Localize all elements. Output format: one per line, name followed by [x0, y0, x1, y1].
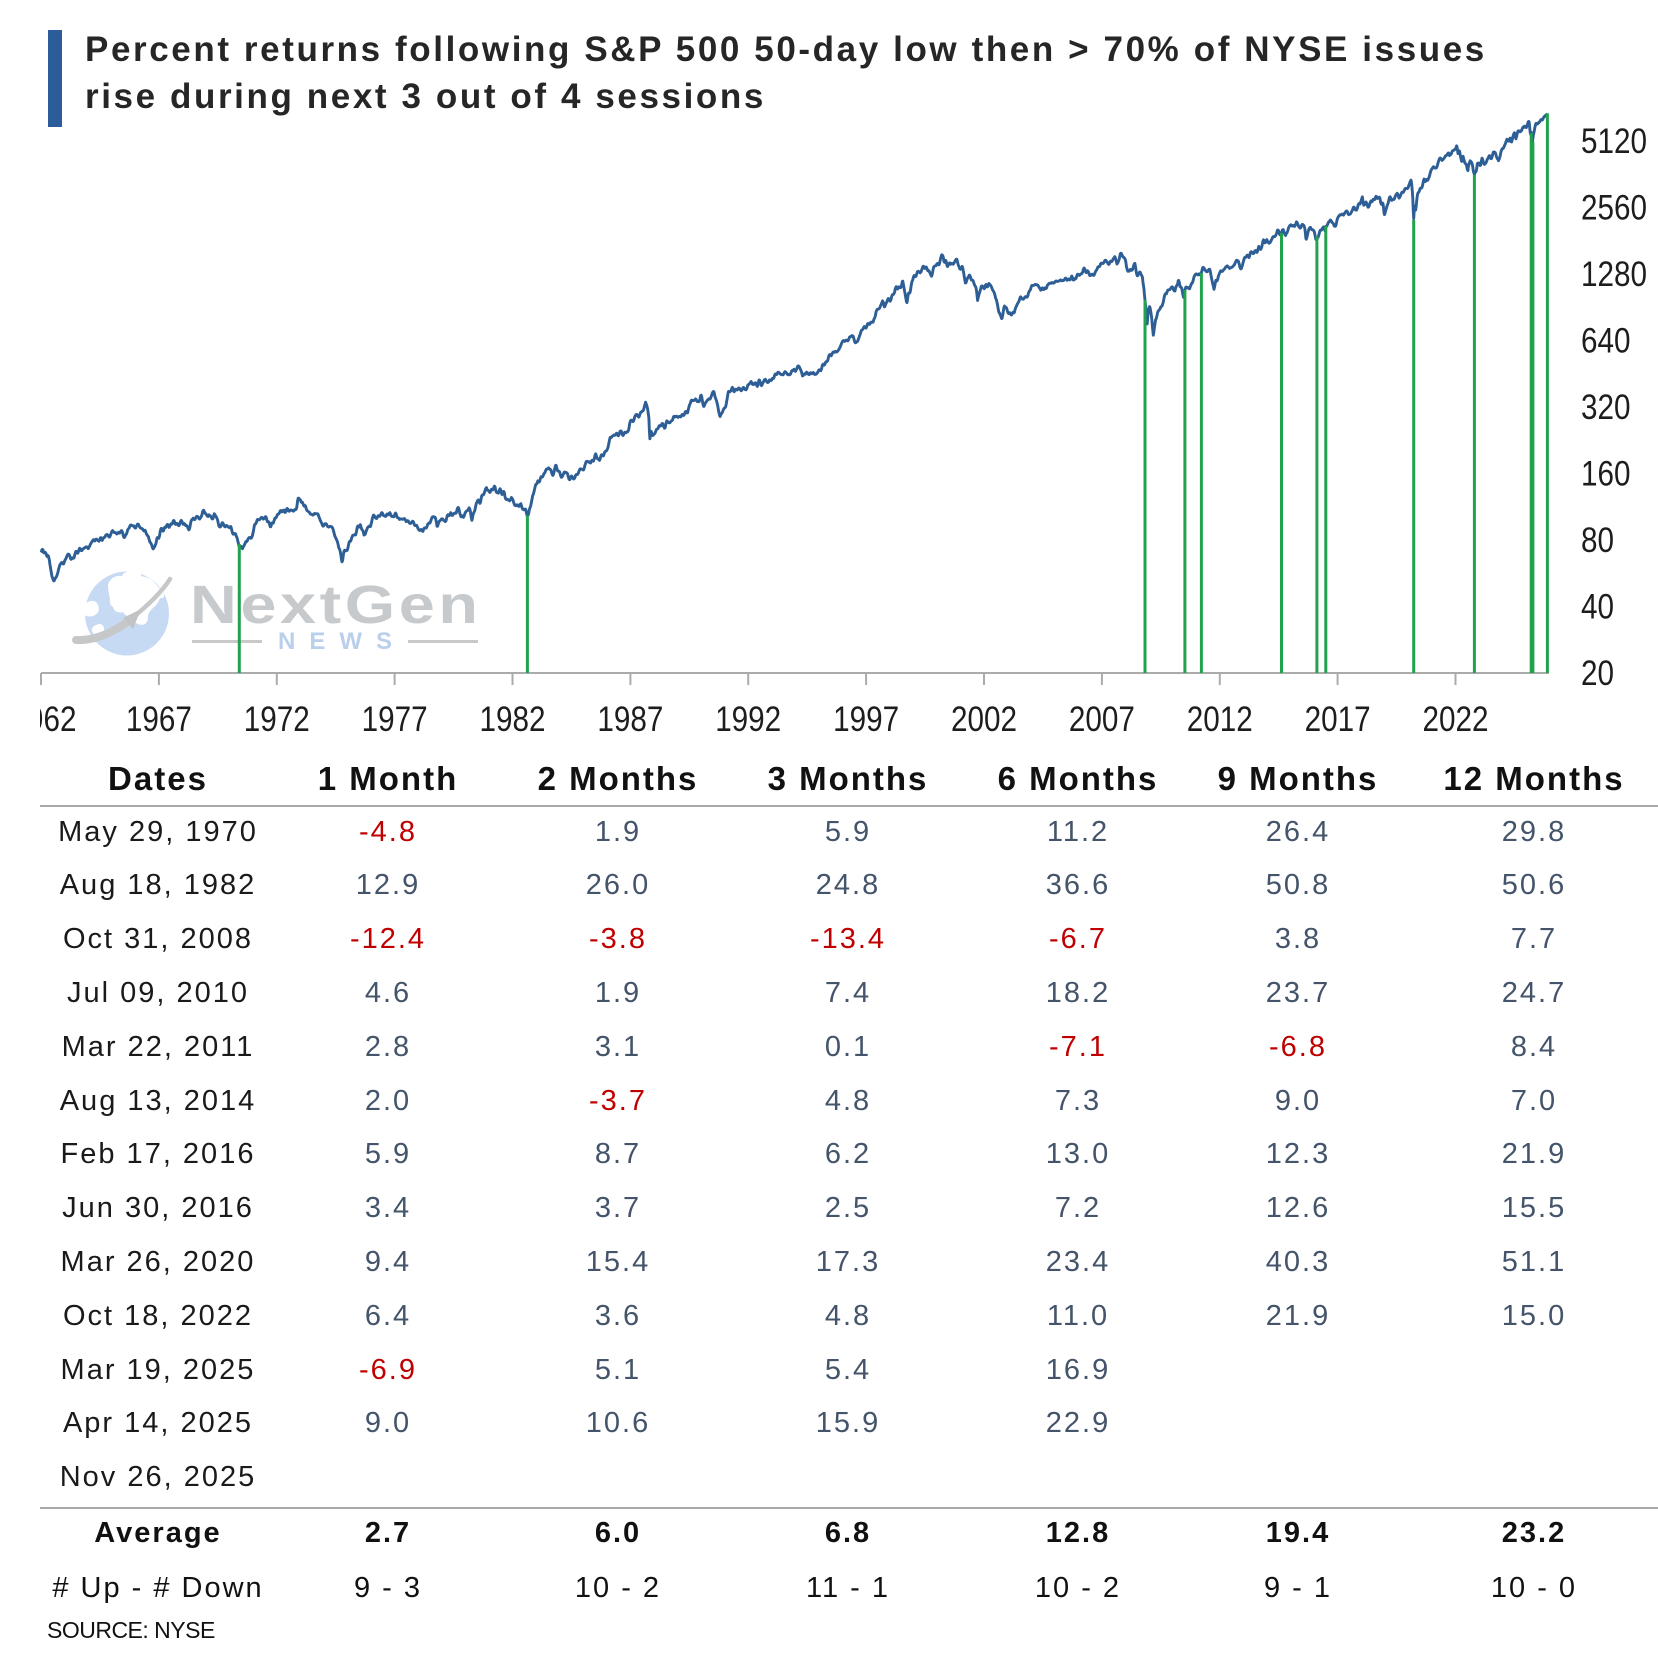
svg-text:640: 640: [1581, 322, 1631, 361]
svg-text:2560: 2560: [1581, 189, 1647, 228]
svg-text:20: 20: [1581, 654, 1614, 693]
svg-text:2002: 2002: [951, 699, 1017, 739]
svg-text:1997: 1997: [833, 699, 899, 739]
svg-text:5120: 5120: [1581, 122, 1647, 161]
svg-text:2012: 2012: [1187, 699, 1253, 739]
svg-text:NextGen: NextGen: [190, 574, 482, 635]
svg-text:1992: 1992: [715, 699, 781, 739]
svg-text:1967: 1967: [126, 699, 192, 739]
svg-text:1977: 1977: [362, 699, 428, 739]
svg-text:320: 320: [1581, 388, 1631, 427]
svg-text:2007: 2007: [1069, 699, 1135, 739]
svg-text:1962: 1962: [11, 699, 77, 739]
svg-text:2022: 2022: [1423, 699, 1489, 739]
svg-text:1987: 1987: [597, 699, 663, 739]
svg-text:1982: 1982: [480, 699, 546, 739]
svg-text:NEWS: NEWS: [278, 628, 406, 655]
svg-text:1280: 1280: [1581, 255, 1647, 294]
svg-text:2017: 2017: [1305, 699, 1371, 739]
svg-text:160: 160: [1581, 455, 1631, 494]
svg-text:40: 40: [1581, 588, 1614, 627]
svg-text:80: 80: [1581, 521, 1614, 560]
svg-text:1972: 1972: [244, 699, 310, 739]
